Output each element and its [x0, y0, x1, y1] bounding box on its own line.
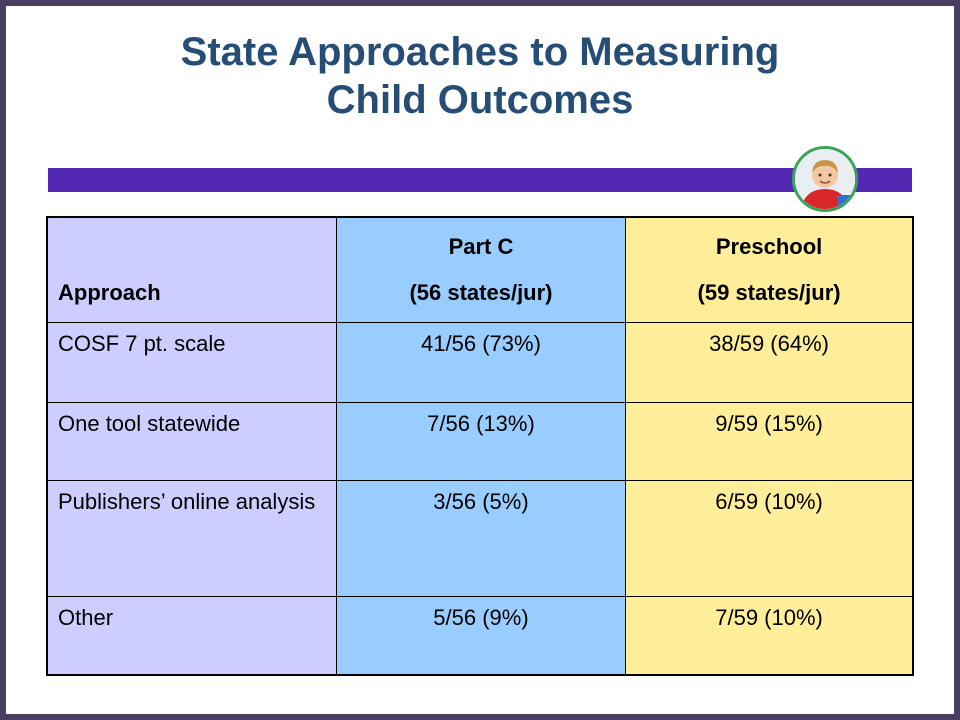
cell-preschool: 6/59 (10%): [625, 480, 914, 597]
header-part-c: Part C (56 states/jur): [335, 216, 627, 323]
header-preschool-count: (59 states/jur): [697, 280, 841, 305]
cell-approach: Other: [46, 596, 337, 675]
page-title: State Approaches to Measuring Child Outc…: [6, 28, 954, 124]
cell-part-c: 5/56 (9%): [335, 596, 627, 675]
table-header-row: Approach Part C (56 states/jur) Preschoo…: [46, 216, 914, 323]
child-photo-icon: [792, 146, 858, 212]
header-preschool-title: Preschool: [715, 234, 823, 259]
table-row: Other 5/56 (9%) 7/59 (10%): [46, 596, 914, 675]
outcomes-table: Approach Part C (56 states/jur) Preschoo…: [46, 216, 914, 676]
cell-part-c: 3/56 (5%): [335, 480, 627, 597]
cell-approach: COSF 7 pt. scale: [46, 322, 337, 403]
cell-part-c: 41/56 (73%): [335, 322, 627, 403]
cell-part-c: 7/56 (13%): [335, 402, 627, 481]
cell-preschool: 9/59 (15%): [625, 402, 914, 481]
cell-preschool: 7/59 (10%): [625, 596, 914, 675]
cell-approach: One tool statewide: [46, 402, 337, 481]
header-approach: Approach: [46, 216, 337, 323]
title-line-1: State Approaches to Measuring: [180, 30, 780, 74]
title-line-2: Child Outcomes: [326, 78, 634, 122]
table-row: One tool statewide 7/56 (13%) 9/59 (15%): [46, 402, 914, 481]
header-part-c-title: Part C: [448, 234, 514, 259]
header-part-c-count: (56 states/jur): [409, 280, 553, 305]
cell-approach: Publishers’ online analysis: [46, 480, 337, 597]
slide: State Approaches to Measuring Child Outc…: [6, 6, 954, 714]
table-row: COSF 7 pt. scale 41/56 (73%) 38/59 (64%): [46, 322, 914, 403]
accent-bar: [48, 168, 912, 192]
table-row: Publishers’ online analysis 3/56 (5%) 6/…: [46, 480, 914, 597]
header-preschool: Preschool (59 states/jur): [625, 216, 914, 323]
cell-preschool: 38/59 (64%): [625, 322, 914, 403]
